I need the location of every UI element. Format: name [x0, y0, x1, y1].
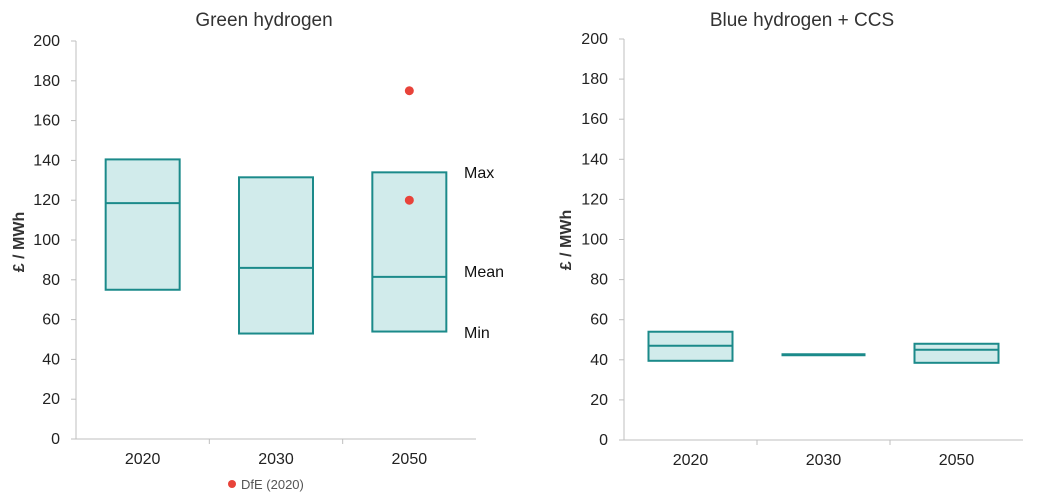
- y-tick-label: 100: [581, 232, 608, 249]
- range-box: [104, 158, 181, 291]
- x-tick-label: 2020: [673, 452, 709, 469]
- annotation-min: Min: [464, 325, 490, 342]
- y-tick-label: 160: [581, 111, 608, 128]
- y-tick-label: 20: [42, 391, 60, 408]
- blue-hydrogen-y-axis-label: £ / MWh: [558, 210, 575, 270]
- y-tick-label: 100: [33, 232, 60, 249]
- blue-hydrogen-panel: Blue hydrogen + CCS £ / MWh 0 20 40 60 80 100…: [558, 10, 1023, 469]
- dfe-point: [404, 86, 414, 96]
- legend-label-dfe: DfE (2020): [241, 477, 304, 492]
- y-tick-label: 160: [33, 113, 60, 130]
- y-tick-label: 180: [33, 73, 60, 90]
- y-tick-label: 140: [33, 152, 60, 169]
- y-tick-label: 0: [599, 432, 608, 449]
- dfe-point: [404, 195, 414, 205]
- annotation-max: Max: [464, 165, 494, 182]
- x-tick-label: 2050: [392, 451, 428, 468]
- y-tick-label: 200: [581, 31, 608, 48]
- legend: DfE (2020): [228, 477, 304, 492]
- x-tick-label: 2050: [939, 452, 975, 469]
- y-tick-label: 80: [590, 272, 608, 289]
- stat-annotations: Max Mean Min: [464, 165, 504, 342]
- y-tick-label: 20: [590, 392, 608, 409]
- x-tick-label: 2020: [125, 451, 161, 468]
- y-tick-label: 0: [51, 431, 60, 448]
- green-hydrogen-y-axis-label: £ / MWh: [11, 212, 28, 272]
- green-hydrogen-title: Green hydrogen: [195, 10, 332, 31]
- green-hydrogen-panel: Green hydrogen £ / MWh 0 20 40 60 80 100 120 14…: [11, 10, 476, 468]
- annotation-mean: Mean: [464, 264, 504, 281]
- x-tick-label: 2030: [806, 452, 842, 469]
- range-box: [238, 176, 314, 335]
- y-tick-label: 120: [33, 192, 60, 209]
- y-tick-label: 200: [33, 33, 60, 50]
- y-tick-label: 120: [581, 191, 608, 208]
- y-tick-label: 80: [42, 272, 60, 289]
- x-tick-label: 2030: [258, 451, 294, 468]
- y-tick-label: 140: [581, 151, 608, 168]
- legend-marker-dfe: [228, 480, 236, 488]
- y-tick-label: 40: [590, 352, 608, 369]
- y-tick-label: 180: [581, 71, 608, 88]
- range-box: [913, 342, 1000, 364]
- blue-hydrogen-title: Blue hydrogen + CCS: [710, 10, 894, 31]
- y-tick-label: 40: [42, 351, 60, 368]
- y-tick-label: 60: [42, 312, 60, 329]
- y-tick-label: 60: [590, 312, 608, 329]
